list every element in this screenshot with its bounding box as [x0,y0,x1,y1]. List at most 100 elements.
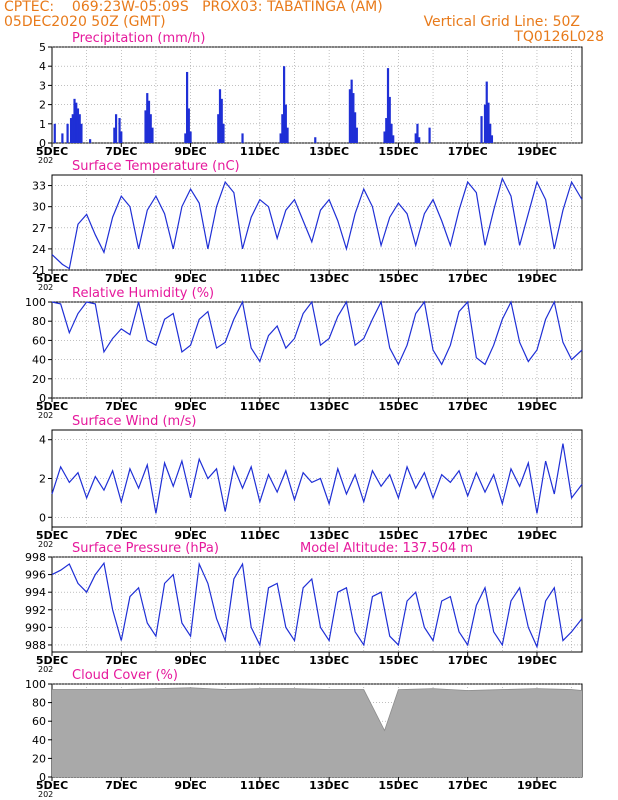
precip-bar [61,133,64,143]
x-tick-label: 19DEC [517,529,557,542]
precip-bar [428,127,431,143]
x-tick-label: 13DEC [309,779,349,792]
x-tick-label: 15DEC [378,779,418,792]
x-tick-label: 13DEC [309,145,349,158]
x-tick-label: 5DEC [36,529,68,542]
x-tick-label: 7DEC [105,145,137,158]
x-year-label: 202 [38,540,53,549]
y-tick-label: 100 [25,296,46,309]
header-line-1: CPTEC: 069:23W-05:09S PROX03: TABATINGA … [4,0,383,15]
precip-bar [352,93,355,143]
precip-bar [286,127,289,143]
y-tick-label: 2 [39,473,46,486]
x-tick-label: 19DEC [517,400,557,413]
y-tick-label: 33 [32,180,46,193]
x-tick-label: 15DEC [378,654,418,667]
precip-bar [241,133,244,143]
panel-title: Cloud Cover (%) [72,668,178,683]
x-tick-label: 17DEC [448,654,488,667]
y-tick-label: 21 [32,264,46,277]
y-tick-label: 60 [32,715,46,728]
precip-bar [414,133,417,143]
x-tick-label: 9DEC [174,400,206,413]
y-tick-label: 0 [39,392,46,405]
x-tick-label: 11DEC [240,779,280,792]
x-tick-label: 19DEC [517,145,557,158]
y-tick-label: 20 [32,752,46,765]
x-tick-label: 17DEC [448,529,488,542]
precip-bar [281,114,284,143]
x-tick-label: 7DEC [105,529,137,542]
y-tick-label: 998 [25,551,46,564]
x-tick-label: 9DEC [174,529,206,542]
precip-bar [146,93,149,143]
series-line [51,300,583,366]
x-tick-label: 5DEC [36,779,68,792]
precip-bar [113,127,116,143]
series-line [51,443,583,514]
x-tick-label: 11DEC [240,145,280,158]
precip-bar [89,139,92,143]
y-tick-label: 4 [39,434,46,447]
y-tick-label: 40 [32,734,46,747]
y-tick-label: 0 [39,771,46,784]
precip-bar [220,98,223,143]
panel-title: Surface Wind (m/s) [72,414,196,429]
panel-frame [51,556,583,653]
x-tick-label: 5DEC [36,400,68,413]
y-tick-label: 4 [39,60,46,73]
precip-bar [53,123,56,143]
x-tick-label: 11DEC [240,529,280,542]
y-tick-label: 988 [25,639,46,652]
header-grid-info: Vertical Grid Line: 50Z [423,14,580,30]
precip-bar [76,108,80,143]
precip-bar [147,100,151,143]
precip-bar [279,133,282,143]
x-tick-label: 13DEC [309,529,349,542]
x-tick-label: 17DEC [448,779,488,792]
panel-4: 988 990 992 994 996 998 5DEC 7DEC 9DEC 11DEC 13DEC… [25,541,583,674]
x-tick-label: 11DEC [240,654,280,667]
x-tick-label: 11DEC [240,400,280,413]
precip-bar [390,123,393,143]
y-tick-label: 80 [32,315,46,328]
precip-bar [354,112,357,143]
precip-bar [69,118,73,143]
precip-bar [383,131,386,143]
x-tick-label: 7DEC [105,779,137,792]
y-tick-label: 30 [32,201,46,214]
x-year-label: 202 [38,665,53,674]
precip-bar [487,102,490,143]
panel-title: Relative Humidity (%) [72,286,214,301]
cloud-cover-area [52,687,582,777]
y-tick-label: 0 [39,511,46,524]
y-tick-label: 1 [39,118,46,131]
precip-bar [490,135,494,143]
panel-title: Surface Temperature (nC) [72,159,240,174]
precip-bar [480,116,483,143]
precip-bar [418,137,421,143]
precip-bar [489,123,492,143]
precip-bar [120,131,123,143]
x-tick-label: 7DEC [105,654,137,667]
x-tick-label: 19DEC [517,272,557,285]
x-tick-label: 19DEC [517,654,557,667]
precip-bar [78,114,81,143]
x-tick-label: 5DEC [36,272,68,285]
precip-bar [222,123,225,143]
panel-5: 0 20 40 60 80 100 5DEC 7DEC 9DEC 11DEC 13DEC 15DEC 1… [25,668,583,799]
precip-bar [189,131,192,143]
y-tick-label: 24 [32,243,46,256]
y-tick-label: 100 [25,678,46,691]
precip-bar [355,127,358,143]
panel-title: Precipitation (mm/h) [72,31,205,46]
x-tick-label: 13DEC [309,654,349,667]
panel-2: 0 20 40 60 80 100 5DEC 7DEC 9DEC 11DEC 13DEC 15DEC 1… [25,286,583,420]
x-tick-label: 7DEC [105,400,137,413]
y-tick-label: 40 [32,354,46,367]
precip-bar [187,108,190,143]
precip-bar [149,114,152,143]
precip-bar [392,135,395,143]
precip-bar [385,118,388,143]
